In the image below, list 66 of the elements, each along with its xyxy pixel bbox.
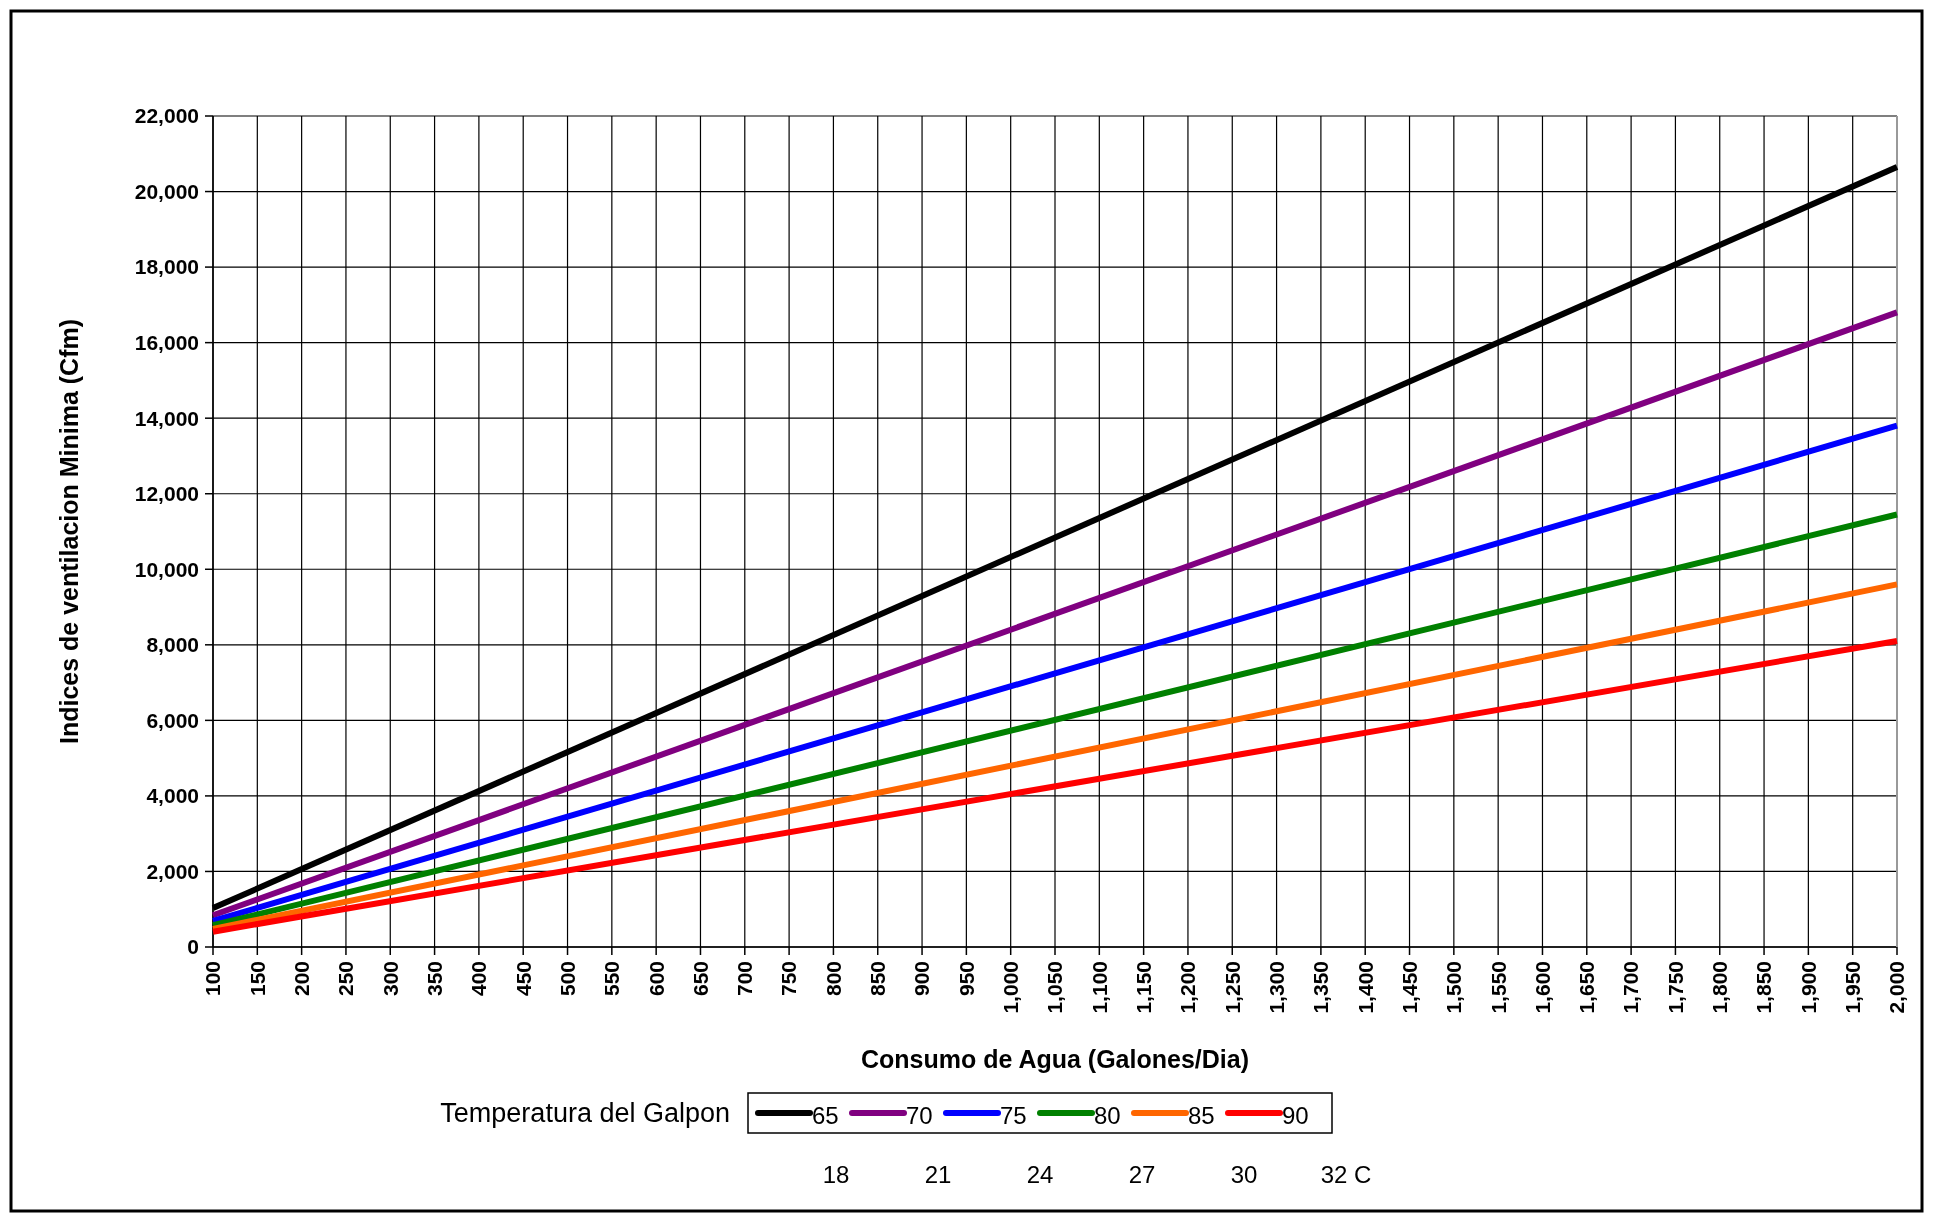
text: 21 xyxy=(924,1161,952,1188)
x-tick-label: 350 xyxy=(422,961,446,997)
x-tick-label: 550 xyxy=(600,961,624,997)
text: 32 C xyxy=(1320,1161,1372,1188)
x-tick-label: 1,000 xyxy=(999,961,1023,1014)
x-tick-label: 2,000 xyxy=(1885,961,1909,1014)
x-tick-label: 1,350 xyxy=(1309,961,1333,1014)
y-tick-label: 20,000 xyxy=(134,179,199,203)
legend-label: 85 xyxy=(1188,1102,1215,1130)
legend-label: 90 xyxy=(1282,1102,1309,1130)
x-tick-label: 850 xyxy=(866,961,890,997)
x-tick-label: 800 xyxy=(821,961,845,997)
x-tick-label: 1,950 xyxy=(1841,961,1865,1014)
x-tick-label: 1,750 xyxy=(1663,961,1687,1014)
y-tick-label: 8,000 xyxy=(146,633,199,657)
x-tick-label: 1,100 xyxy=(1087,961,1111,1014)
y-tick-label: 10,000 xyxy=(134,557,199,581)
x-tick-label: 1,550 xyxy=(1486,961,1510,1014)
x-tick-label: 1,200 xyxy=(1176,961,1200,1014)
x-tick-label: 1,650 xyxy=(1575,961,1599,1014)
x-tick-label: 200 xyxy=(289,961,313,997)
x-tick-label: 1,800 xyxy=(1708,961,1732,1014)
x-tick-label: 400 xyxy=(467,961,491,997)
x-tick-label: 150 xyxy=(245,961,269,997)
x-tick-label: 250 xyxy=(334,961,358,997)
x-tick-label: 650 xyxy=(688,961,712,997)
x-tick-label: 700 xyxy=(733,961,757,997)
x-tick-label: 950 xyxy=(954,961,978,997)
x-tick-label: 450 xyxy=(511,961,535,997)
y-tick-label: 16,000 xyxy=(134,330,199,354)
text: 30 xyxy=(1230,1161,1258,1188)
y-tick-label: 18,000 xyxy=(134,255,199,279)
x-tick-label: 1,400 xyxy=(1353,961,1377,1014)
y-tick-label: 6,000 xyxy=(146,708,199,732)
x-tick-label: 750 xyxy=(777,961,801,997)
y-tick-label: 14,000 xyxy=(134,406,199,430)
x-tick-label: 500 xyxy=(555,961,579,997)
x-axis-title: Consumo de Agua (Galones/Dia) xyxy=(860,1045,1250,1073)
y-tick-label: 0 xyxy=(187,935,199,959)
legend-label: 80 xyxy=(1094,1102,1121,1130)
x-tick-label: 600 xyxy=(644,961,668,997)
y-tick-label: 2,000 xyxy=(146,859,199,883)
text: 24 xyxy=(1026,1161,1054,1188)
x-tick-label: 1,900 xyxy=(1796,961,1820,1014)
x-tick-label: 1,600 xyxy=(1530,961,1554,1014)
x-tick-label: 100 xyxy=(201,961,225,997)
legend-label: 75 xyxy=(1000,1102,1027,1130)
legend-label: 65 xyxy=(812,1102,839,1130)
x-tick-label: 900 xyxy=(910,961,934,997)
legend-label: 70 xyxy=(906,1102,933,1130)
x-tick-label: 1,150 xyxy=(1131,961,1155,1014)
text: 27 xyxy=(1128,1161,1156,1188)
x-tick-label: 1,250 xyxy=(1220,961,1244,1014)
legend-title: Temperatura del Galpon xyxy=(440,1098,730,1129)
x-tick-label: 1,850 xyxy=(1752,961,1776,1014)
x-tick-label: 1,050 xyxy=(1043,961,1067,1014)
y-tick-label: 22,000 xyxy=(134,104,199,128)
text: 18 xyxy=(822,1161,850,1188)
x-tick-label: 300 xyxy=(378,961,402,997)
y-tick-label: 4,000 xyxy=(146,784,199,808)
y-axis-title: Indices de ventilacion Minima (Cfm) xyxy=(55,318,83,745)
y-tick-label: 12,000 xyxy=(134,482,199,506)
x-tick-label: 1,700 xyxy=(1619,961,1643,1014)
x-tick-label: 1,300 xyxy=(1264,961,1288,1014)
x-tick-label: 1,500 xyxy=(1442,961,1466,1014)
x-tick-label: 1,450 xyxy=(1397,961,1421,1014)
